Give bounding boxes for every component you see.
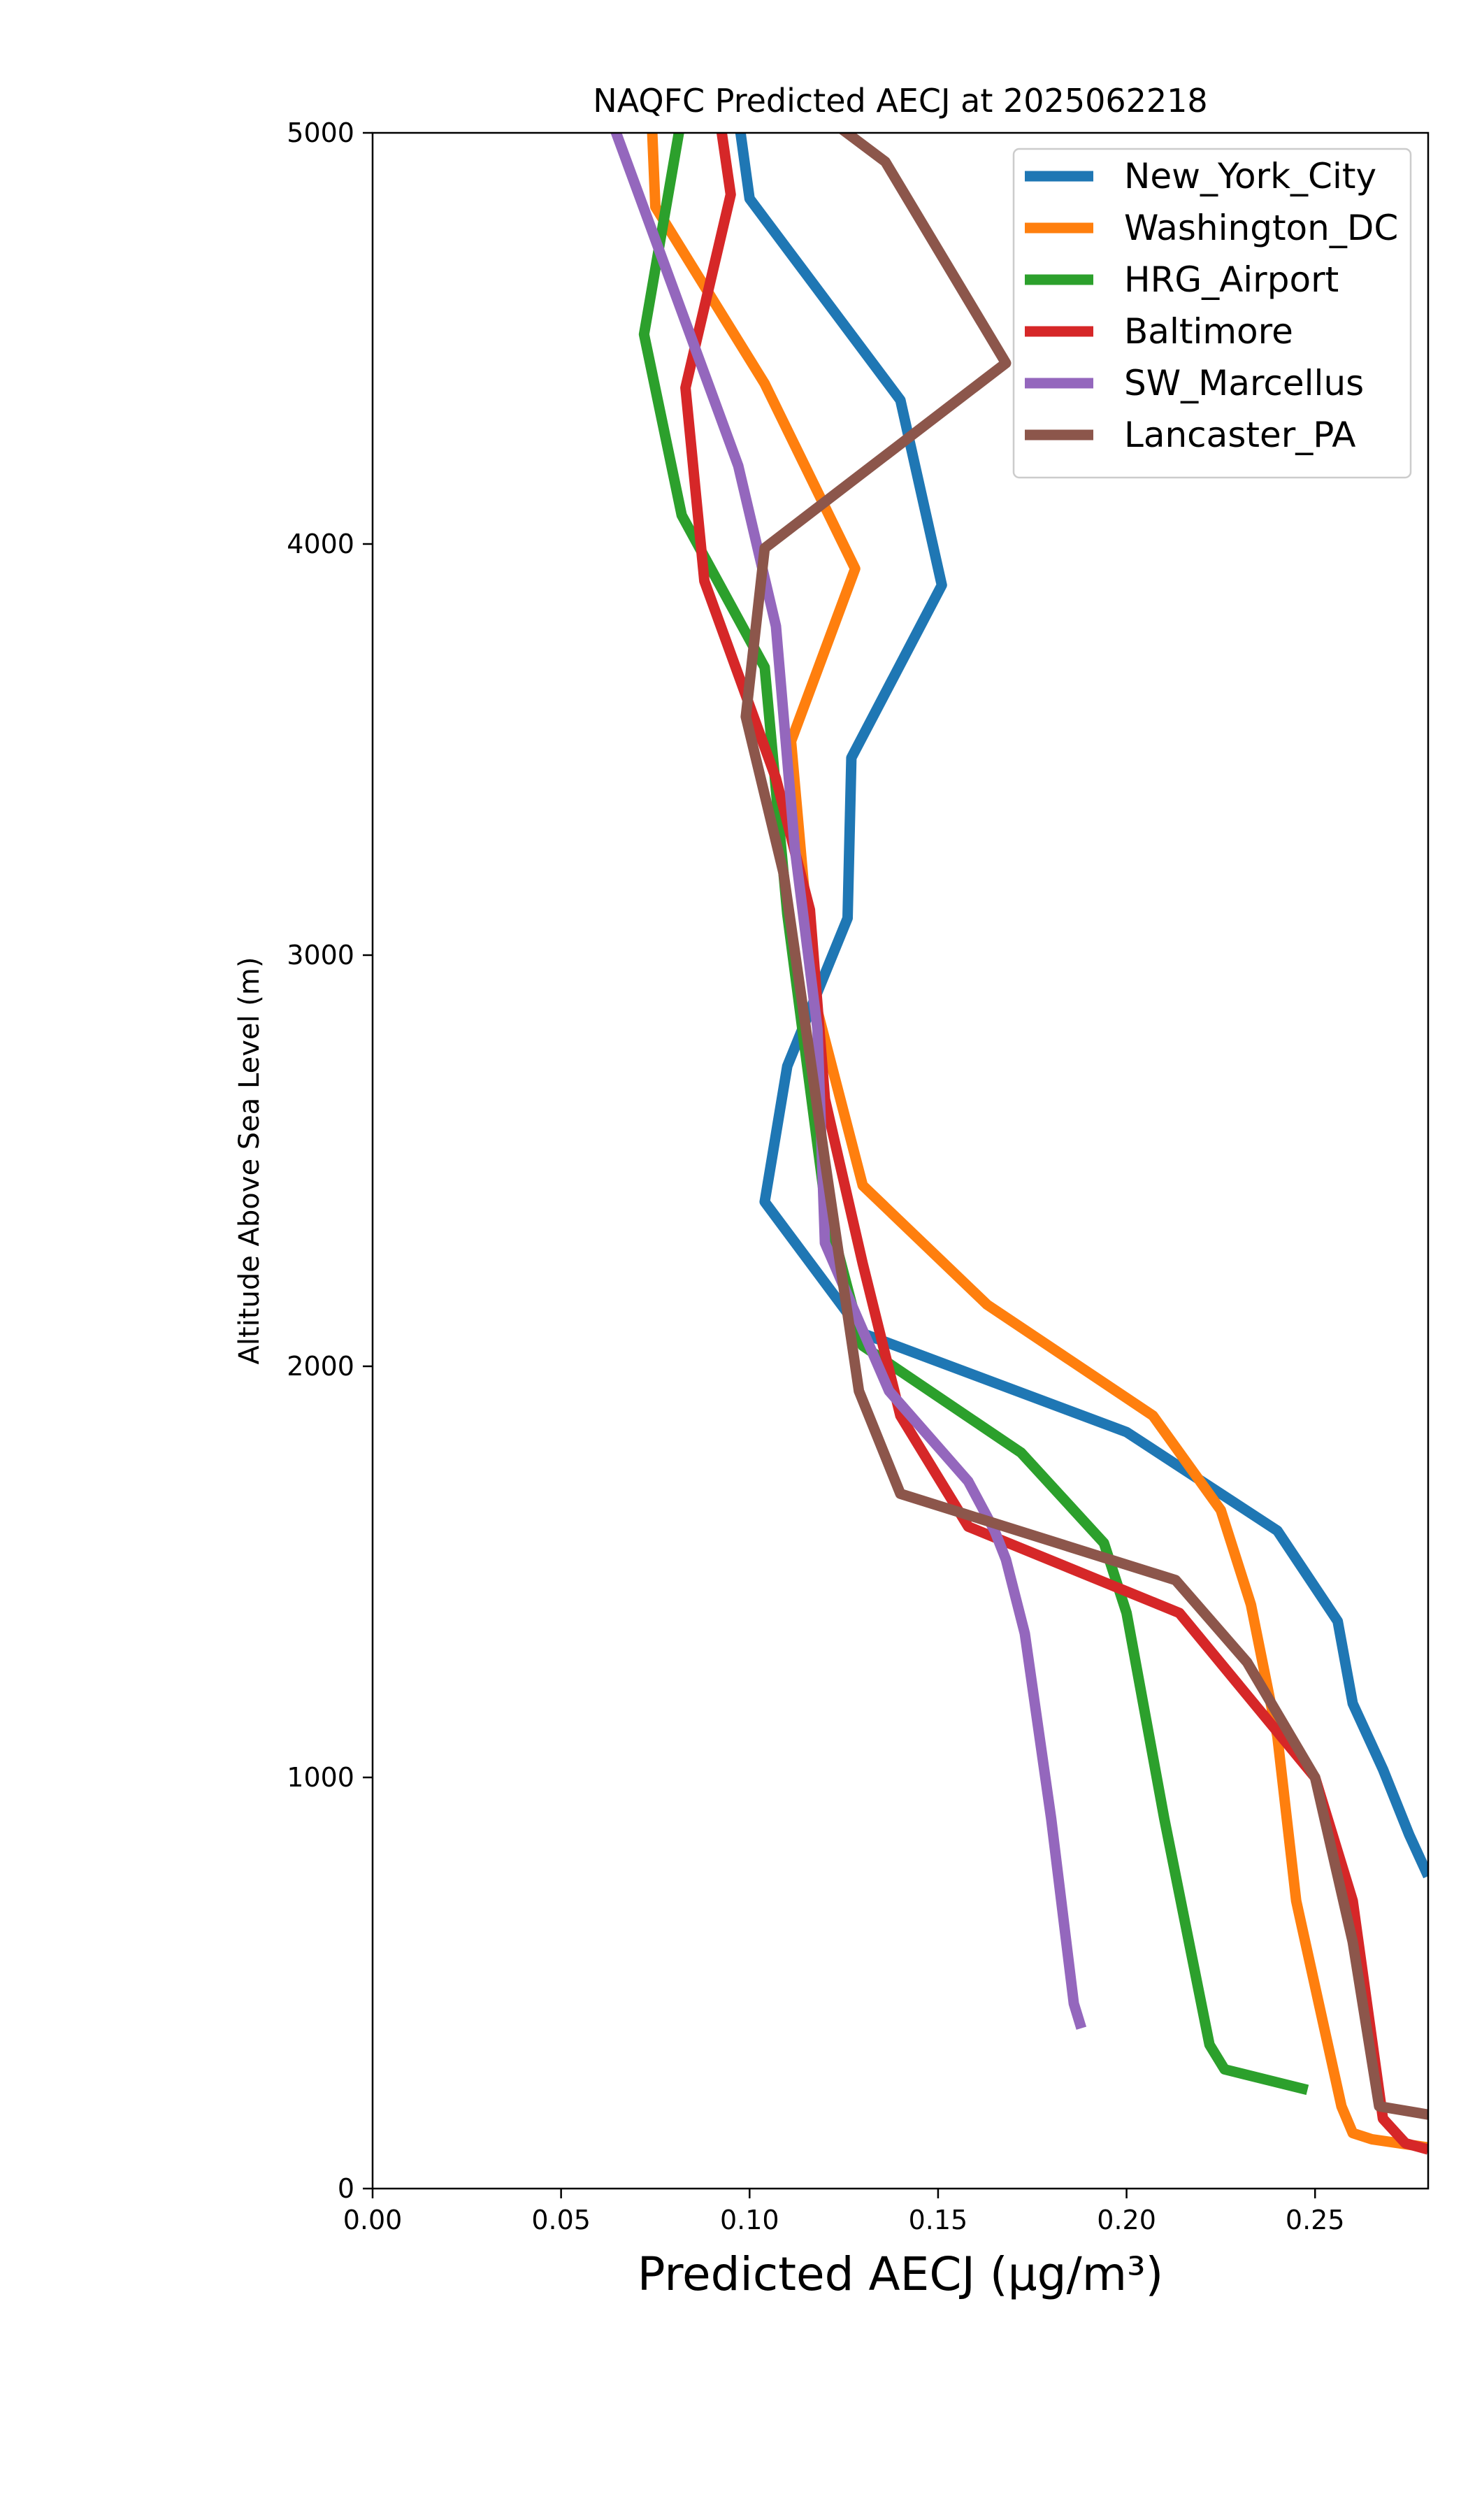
y-tick-label: 4000	[287, 529, 354, 559]
x-tick-label: 0.15	[909, 2205, 968, 2235]
y-tick-label: 0	[338, 2173, 354, 2204]
legend-label: New_York_City	[1124, 156, 1376, 196]
x-tick-label: 0.20	[1097, 2205, 1156, 2235]
y-tick-label: 5000	[287, 117, 354, 148]
x-tick-label: 0.00	[343, 2205, 403, 2235]
series-line-lancaster-pa	[740, 133, 1428, 2120]
legend-label: Lancaster_PA	[1124, 415, 1355, 455]
legend: New_York_City Washington_DC HRG_Airport Bal…	[1012, 148, 1412, 479]
x-tick-label: 0.05	[531, 2205, 591, 2235]
legend-label: HRG_Airport	[1124, 259, 1339, 300]
y-tick-label: 1000	[287, 1762, 354, 1793]
x-tick-label: 0.10	[720, 2205, 779, 2235]
series-line-sw-marcellus	[610, 133, 1087, 2030]
x-axis: 0.00 0.05 0.10 0.15 0.20 0.25	[343, 2189, 1345, 2235]
x-axis-label: Predicted AECJ (μg/m³)	[638, 2247, 1164, 2301]
y-tick-label: 3000	[287, 940, 354, 971]
y-tick-label: 2000	[287, 1351, 354, 1382]
legend-box	[1012, 148, 1412, 479]
y-axis-label: Altitude Above Sea Level (m)	[233, 957, 266, 1365]
legend-label: SW_Marcellus	[1124, 363, 1364, 403]
legend-label: Baltimore	[1124, 311, 1293, 352]
x-tick-label: 0.25	[1286, 2205, 1345, 2235]
chart-title: NAQFC Predicted AECJ at 2025062218	[593, 82, 1207, 120]
series-layer	[610, 133, 1428, 2155]
plot-frame	[371, 131, 1430, 2190]
y-axis: 0 1000 2000 3000 4000 5000	[287, 117, 373, 2204]
legend-label: Washington_DC	[1124, 208, 1398, 248]
